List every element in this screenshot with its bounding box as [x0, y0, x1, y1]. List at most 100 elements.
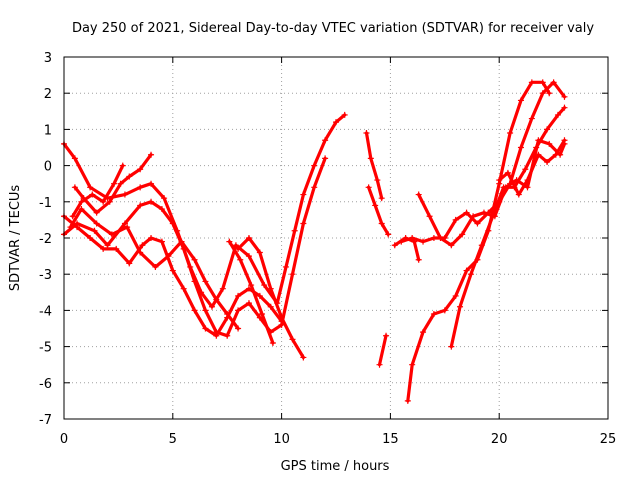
data-point-sat-a	[322, 137, 329, 144]
data-point-sat-c	[213, 329, 220, 336]
data-point-sat-l	[430, 235, 437, 241]
data-point-sat-q	[544, 158, 551, 165]
data-point-sat-b	[87, 235, 94, 241]
data-point-sat-a	[121, 191, 128, 198]
data-point-sat-o	[459, 231, 466, 238]
data-point-sat-f	[100, 198, 107, 205]
data-point-sat-d	[191, 256, 198, 263]
data-point-sat-n	[448, 343, 455, 350]
data-point-sat-p	[411, 238, 418, 245]
data-point-sat-o	[502, 184, 509, 191]
tick-layer	[63, 56, 609, 420]
data-point-sat-o	[415, 191, 422, 198]
data-point-sat-q	[561, 137, 568, 144]
data-point-sat-e	[93, 209, 100, 216]
data-point-sat-c	[137, 202, 144, 209]
data-point-sat-b	[100, 245, 107, 252]
data-point-sat-d	[202, 278, 209, 285]
data-point-sat-e	[148, 151, 155, 158]
y-tick-label: -2	[39, 232, 52, 247]
data-point-sat-a	[291, 227, 298, 234]
data-point-sat-f	[69, 213, 76, 220]
data-point-sat-q	[496, 177, 503, 184]
y-tick-label: 1	[44, 123, 52, 138]
data-point-sat-i	[378, 195, 385, 202]
data-point-sat-i	[374, 177, 381, 184]
data-point-sat-o	[513, 177, 520, 184]
data-point-sat-i	[363, 130, 370, 137]
data-point-sat-d	[67, 224, 74, 231]
data-point-sat-f	[111, 180, 118, 187]
data-point-sat-c	[289, 271, 296, 278]
data-point-sat-f	[89, 191, 96, 198]
data-point-sat-d	[165, 253, 172, 260]
data-point-sat-l	[561, 93, 568, 100]
data-point-sat-m	[463, 267, 470, 274]
data-point-sat-o	[480, 209, 487, 216]
data-point-sat-j	[365, 184, 372, 191]
data-point-sat-b	[256, 292, 263, 299]
data-point-sat-a	[87, 184, 94, 191]
x-tick-label: 15	[382, 432, 399, 447]
data-point-sat-a	[161, 195, 168, 202]
series-line-sat-j	[367, 185, 390, 236]
data-point-sat-m	[507, 130, 514, 137]
data-point-sat-d	[213, 296, 220, 303]
data-point-sat-e	[117, 180, 124, 187]
data-point-sat-e	[71, 184, 78, 191]
data-point-sat-a	[333, 119, 339, 126]
data-point-sat-c	[191, 278, 198, 285]
data-point-sat-m	[404, 397, 411, 404]
data-point-sat-h	[259, 311, 266, 318]
data-point-sat-c	[169, 220, 176, 227]
data-point-sat-b	[126, 260, 133, 267]
data-point-sat-b	[113, 245, 120, 252]
data-point-sat-q	[552, 151, 559, 158]
data-point-sat-a	[232, 242, 239, 249]
data-point-sat-o	[524, 184, 531, 191]
data-point-sat-d	[152, 263, 159, 270]
data-point-sat-c	[91, 227, 98, 234]
data-point-sat-d	[137, 249, 144, 256]
data-point-sat-q	[504, 169, 511, 176]
data-point-sat-k	[383, 332, 390, 339]
data-point-sat-m	[546, 90, 553, 97]
data-point-sat-b	[267, 303, 274, 310]
series-line-sat-a	[62, 113, 347, 309]
data-point-sat-l	[550, 79, 557, 86]
data-point-sat-d	[235, 325, 242, 332]
data-point-sat-a	[261, 282, 268, 289]
data-point-sat-g	[289, 336, 296, 343]
x-axis-label: GPS time / hours	[281, 459, 390, 474]
data-point-sat-l	[452, 216, 459, 223]
data-point-sat-b	[139, 242, 146, 249]
y-tick-label: 0	[44, 160, 52, 175]
data-point-sat-m	[528, 79, 535, 86]
data-point-sat-m	[539, 79, 546, 86]
data-layer	[61, 79, 568, 404]
data-point-sat-i	[367, 155, 374, 162]
x-tick-label: 0	[60, 432, 68, 447]
data-point-sat-g	[235, 245, 242, 252]
data-point-sat-a	[219, 285, 226, 292]
data-point-sat-l	[463, 209, 470, 216]
y-tick-label: 3	[44, 51, 52, 66]
data-point-sat-c	[224, 332, 231, 339]
data-point-sat-b	[169, 267, 176, 274]
data-point-sat-n	[478, 242, 485, 249]
data-point-sat-b	[202, 325, 209, 332]
data-point-sat-f	[78, 198, 85, 205]
data-point-sat-c	[311, 184, 318, 191]
data-point-sat-l	[517, 144, 524, 151]
y-axis-label: SDTVAR / TECUs	[8, 185, 23, 292]
series-line-sat-i	[364, 131, 384, 200]
data-point-sat-o	[426, 213, 433, 220]
data-point-sat-q	[515, 191, 522, 198]
data-point-sat-d	[108, 231, 115, 238]
data-point-sat-l	[528, 115, 535, 122]
data-point-sat-m	[452, 292, 459, 299]
data-point-sat-c	[322, 155, 329, 162]
data-point-sat-d	[178, 238, 185, 245]
chart-title: Day 250 of 2021, Sidereal Day-to-day VTE…	[72, 21, 594, 36]
